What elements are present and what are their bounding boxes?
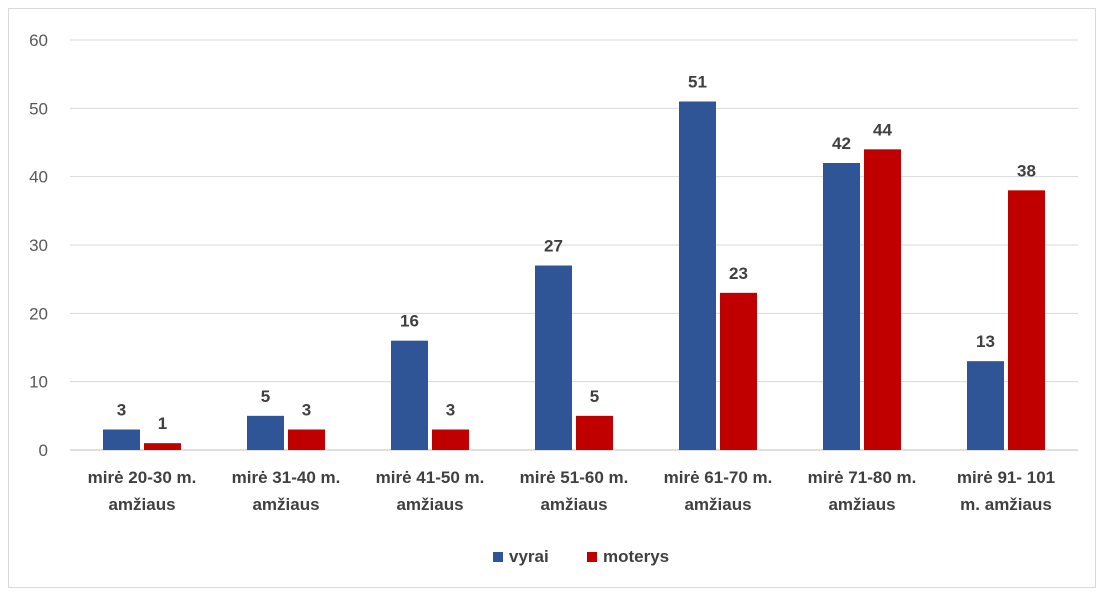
legend-swatch-moterys: [587, 552, 597, 562]
x-tick-label: mirė 31-40 m.: [232, 468, 341, 487]
y-tick-label: 10: [29, 373, 48, 392]
x-tick-label: mirė 61-70 m.: [664, 468, 773, 487]
data-label-moterys: 5: [590, 387, 599, 406]
bar-vyrai: [967, 361, 1004, 450]
bar-vyrai: [679, 101, 716, 450]
bar-moterys: [144, 443, 181, 450]
data-label-vyrai: 5: [261, 387, 270, 406]
bar-vyrai: [247, 415, 284, 450]
y-tick-label: 60: [29, 31, 48, 50]
legend-label-vyrai: vyrai: [509, 547, 549, 566]
data-label-vyrai: 51: [688, 73, 707, 92]
bar-moterys: [864, 149, 901, 451]
x-tick-label: amžiaus: [252, 495, 319, 514]
data-label-moterys: 44: [873, 120, 892, 139]
data-label-moterys: 23: [729, 264, 748, 283]
x-tick-label: mirė 71-80 m.: [808, 468, 917, 487]
y-tick-label: 40: [29, 168, 48, 187]
data-label-moterys: 3: [446, 401, 455, 420]
data-label-vyrai: 16: [400, 312, 419, 331]
bar-vyrai: [535, 265, 572, 450]
data-label-vyrai: 27: [544, 237, 563, 256]
x-tick-label: mirė 20-30 m.: [88, 468, 197, 487]
bar-moterys: [432, 429, 469, 450]
x-tick-label: amžiaus: [684, 495, 751, 514]
y-tick-label: 50: [29, 99, 48, 118]
x-tick-label: amžiaus: [396, 495, 463, 514]
bar-vyrai: [391, 340, 428, 450]
bar-vyrai: [103, 429, 140, 450]
data-label-moterys: 3: [302, 401, 311, 420]
legend-swatch-vyrai: [493, 552, 503, 562]
x-tick-label: m. amžiaus: [960, 495, 1052, 514]
bar-moterys: [288, 429, 325, 450]
x-tick-label: mirė 41-50 m.: [376, 468, 485, 487]
y-tick-label: 0: [39, 441, 48, 460]
x-tick-label: amžiaus: [108, 495, 175, 514]
bar-moterys: [720, 292, 757, 450]
bar-moterys: [1008, 190, 1045, 451]
data-label-vyrai: 42: [832, 134, 851, 153]
data-label-vyrai: 13: [976, 332, 995, 351]
bar-moterys: [576, 415, 613, 450]
y-tick-label: 20: [29, 304, 48, 323]
y-tick-label: 30: [29, 236, 48, 255]
legend-label-moterys: moterys: [603, 547, 669, 566]
data-label-vyrai: 3: [117, 401, 126, 420]
bar-vyrai: [823, 163, 860, 450]
x-tick-label: amžiaus: [828, 495, 895, 514]
x-tick-label: mirė 91- 101: [957, 468, 1055, 487]
x-tick-label: amžiaus: [540, 495, 607, 514]
x-tick-label: mirė 51-60 m.: [520, 468, 629, 487]
data-label-moterys: 38: [1017, 161, 1036, 180]
data-label-moterys: 1: [158, 414, 167, 433]
